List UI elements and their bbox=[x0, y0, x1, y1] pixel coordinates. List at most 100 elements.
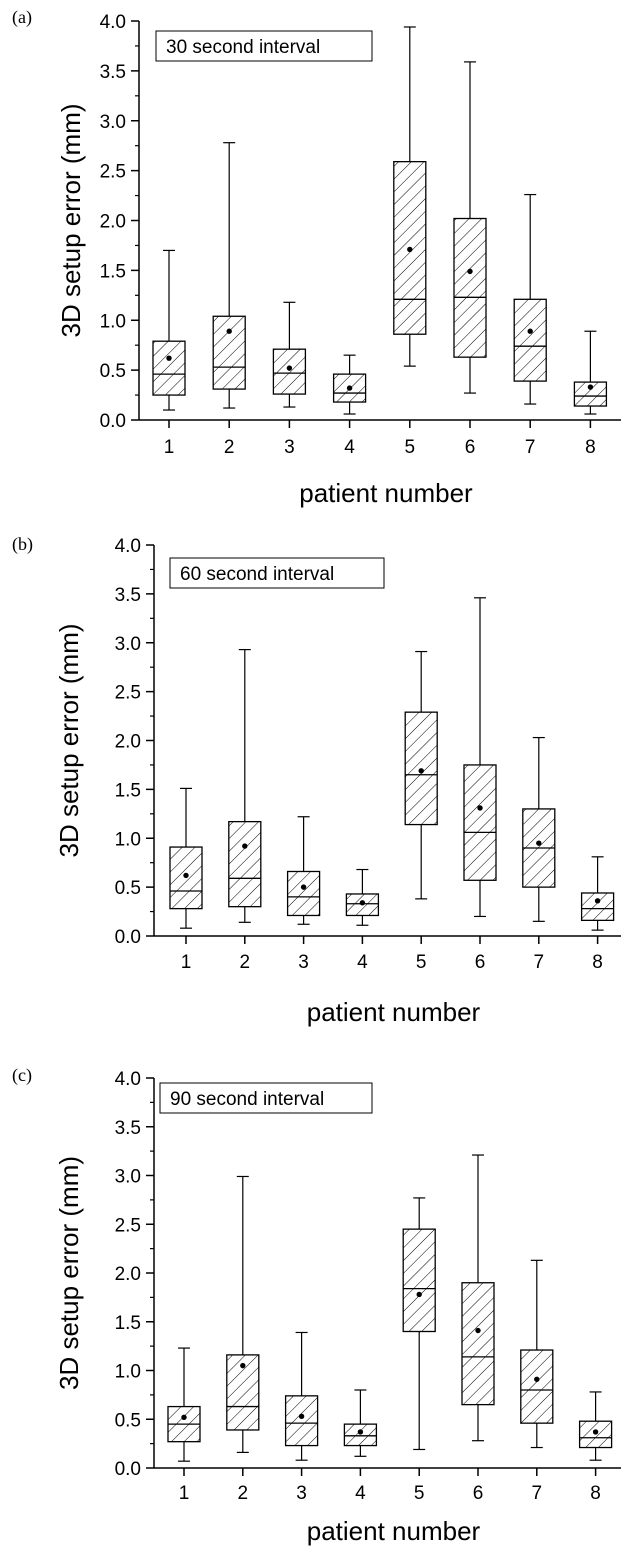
y-tick-label: 2.5 bbox=[115, 683, 141, 704]
x-tick-label: 7 bbox=[534, 952, 545, 973]
box-iqr bbox=[272, 348, 307, 395]
panel-label: (a) bbox=[12, 7, 32, 28]
chart-svg-b: (b) 0.0 0.5 1.0 1.5 2.0 2.5 3.0 3.5 4.0 1 2 3 4 5 6 7 8 pa… bbox=[12, 534, 621, 1027]
y-axis-title: 3D setup error (mm) bbox=[54, 1156, 84, 1390]
y-tick-label: 1.0 bbox=[100, 311, 126, 332]
y-tick-label: 3.0 bbox=[115, 634, 141, 655]
x-tick-label: 6 bbox=[475, 952, 486, 973]
y-tick-label: 3.5 bbox=[100, 62, 126, 83]
box-iqr bbox=[463, 764, 497, 881]
y-tick-label: 4.0 bbox=[115, 536, 141, 557]
mean-point bbox=[181, 1414, 187, 1420]
mean-point bbox=[240, 1362, 246, 1369]
x-tick-label: 3 bbox=[296, 1483, 307, 1504]
annotation-box bbox=[169, 557, 385, 589]
y-tick-label: 2.0 bbox=[100, 212, 126, 233]
x-tick-label: 4 bbox=[355, 1483, 366, 1504]
panel-label: (b) bbox=[12, 534, 33, 555]
mean-point bbox=[477, 805, 483, 811]
x-axis-title: patient number bbox=[307, 1516, 481, 1546]
y-tick-label: 1.5 bbox=[115, 780, 141, 801]
mean-point bbox=[418, 768, 424, 774]
y-tick-label: 2.5 bbox=[100, 162, 126, 183]
y-tick-label: 0.5 bbox=[115, 1410, 141, 1431]
x-tick-label: 6 bbox=[465, 437, 476, 458]
mean-point bbox=[407, 246, 413, 253]
y-tick-label: 0.5 bbox=[100, 361, 126, 382]
x-tick-label: 4 bbox=[357, 952, 368, 973]
y-tick-label: 4.0 bbox=[100, 12, 126, 33]
box-iqr bbox=[212, 315, 246, 390]
box-iqr bbox=[228, 820, 262, 908]
box-iqr bbox=[286, 870, 321, 917]
annotation-box bbox=[159, 1082, 373, 1114]
mean-point bbox=[359, 900, 366, 906]
box-iqr bbox=[402, 1228, 436, 1333]
x-tick-label: 8 bbox=[585, 437, 596, 458]
x-tick-label: 1 bbox=[179, 1483, 190, 1504]
mean-point bbox=[183, 872, 189, 879]
y-tick-label: 3.0 bbox=[115, 1167, 141, 1188]
x-tick-label: 7 bbox=[532, 1483, 543, 1504]
y-tick-label: 2.0 bbox=[115, 1264, 141, 1285]
panel-label: (c) bbox=[12, 1065, 32, 1086]
x-tick-label: 5 bbox=[414, 1483, 425, 1504]
y-tick-label: 1.5 bbox=[115, 1313, 141, 1334]
box-iqr bbox=[513, 298, 547, 382]
x-tick-label: 3 bbox=[298, 952, 309, 973]
chart-panel-a: (a) 0.0 0.5 1.0 1.5 2.0 2.5 3.0 3.5 4.0 1 2 3 4 5 6 7 8 pa… bbox=[0, 0, 633, 520]
y-axis-title: 3D setup error (mm) bbox=[54, 623, 84, 857]
y-tick-label: 1.0 bbox=[115, 1362, 141, 1383]
mean-point bbox=[357, 1429, 364, 1435]
box-iqr bbox=[573, 381, 608, 407]
annotation-text: 90 second interval bbox=[170, 1089, 324, 1110]
mean-point bbox=[592, 1429, 599, 1435]
mean-point bbox=[298, 1413, 305, 1420]
chart-svg-a: (a) 0.0 0.5 1.0 1.5 2.0 2.5 3.0 3.5 4.0 1 2 3 4 5 6 7 8 pa… bbox=[12, 7, 621, 508]
y-tick-label: 0.0 bbox=[115, 1459, 141, 1480]
mean-point bbox=[467, 268, 473, 275]
x-tick-label: 2 bbox=[240, 952, 251, 973]
mean-point bbox=[536, 840, 542, 846]
y-tick-label: 1.5 bbox=[100, 261, 126, 282]
x-tick-label: 4 bbox=[344, 437, 355, 458]
y-tick-label: 0.0 bbox=[100, 411, 126, 432]
mean-point bbox=[166, 355, 172, 361]
annotation-box bbox=[155, 30, 373, 62]
y-tick-label: 1.0 bbox=[115, 829, 141, 850]
mean-point bbox=[534, 1376, 540, 1382]
mean-point bbox=[416, 1291, 422, 1298]
mean-point bbox=[475, 1327, 481, 1334]
x-axis-title: patient number bbox=[299, 478, 473, 508]
mean-point bbox=[242, 843, 248, 849]
y-tick-label: 0.5 bbox=[115, 878, 141, 899]
y-tick-label: 0.0 bbox=[115, 927, 141, 948]
y-tick-label: 2.0 bbox=[115, 732, 141, 753]
box-iqr bbox=[343, 1423, 378, 1447]
box-iqr bbox=[284, 1395, 319, 1447]
x-tick-label: 6 bbox=[473, 1483, 484, 1504]
mean-point bbox=[346, 385, 353, 391]
mean-point bbox=[300, 884, 307, 890]
y-tick-label: 3.0 bbox=[100, 112, 126, 133]
x-tick-label: 8 bbox=[592, 952, 603, 973]
x-axis-title: patient number bbox=[307, 997, 481, 1027]
y-tick-label: 3.5 bbox=[115, 585, 141, 606]
box-iqr bbox=[152, 340, 186, 396]
x-tick-label: 5 bbox=[405, 437, 416, 458]
annotation-text: 30 second interval bbox=[166, 37, 320, 58]
chart-svg-c: (c) 0.0 0.5 1.0 1.5 2.0 2.5 3.0 3.5 4.0 1 2 3 4 5 6 7 8 pa… bbox=[12, 1065, 621, 1546]
x-tick-label: 1 bbox=[164, 437, 175, 458]
y-axis-title: 3D setup error (mm) bbox=[56, 103, 86, 337]
chart-panel-b: (b) 0.0 0.5 1.0 1.5 2.0 2.5 3.0 3.5 4.0 1 2 3 4 5 6 7 8 pa… bbox=[0, 520, 633, 1040]
x-tick-label: 3 bbox=[284, 437, 295, 458]
chart-panel-c: (c) 0.0 0.5 1.0 1.5 2.0 2.5 3.0 3.5 4.0 1 2 3 4 5 6 7 8 pa… bbox=[0, 1040, 633, 1550]
x-tick-label: 8 bbox=[590, 1483, 601, 1504]
mean-point bbox=[587, 384, 594, 390]
x-tick-label: 5 bbox=[416, 952, 427, 973]
x-tick-label: 1 bbox=[181, 952, 192, 973]
x-tick-label: 2 bbox=[238, 1483, 249, 1504]
mean-point bbox=[226, 328, 232, 334]
x-tick-label: 2 bbox=[224, 437, 235, 458]
y-tick-label: 4.0 bbox=[115, 1069, 141, 1090]
